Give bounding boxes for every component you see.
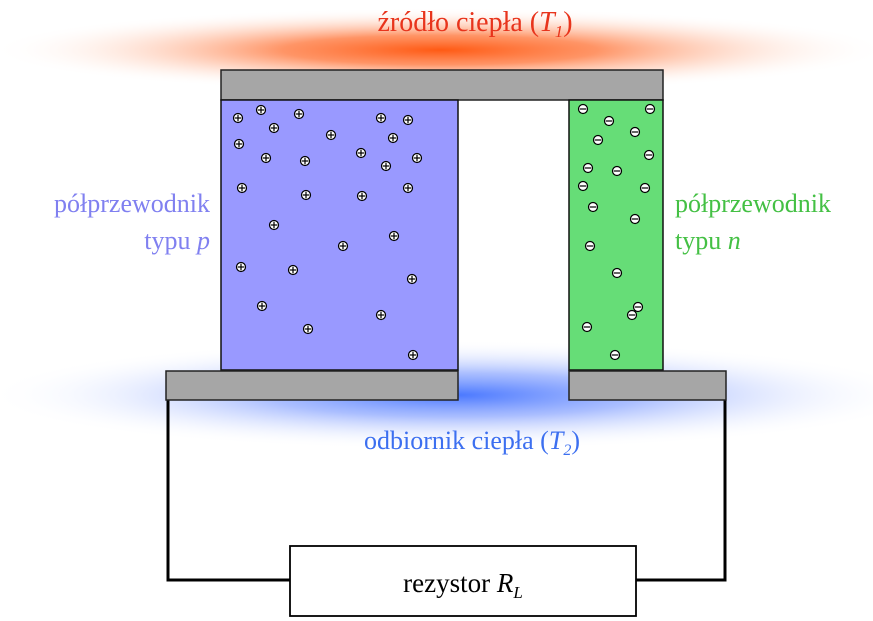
top-plate [220,69,664,101]
heat-source-subscript: 1 [555,22,564,41]
heat-source-close: ) [563,7,572,38]
heat-source-symbol: T [539,7,557,38]
electron-minus-icon [577,103,589,115]
hole-plus-icon [380,160,392,172]
hole-plus-icon [235,261,247,273]
resistor-text: rezystor [403,568,497,598]
resistor-subscript: L [512,583,522,602]
electron-minus-icon [644,103,656,115]
p-type-label-line1: półprzewodnik [54,189,210,218]
bottom-plate-right [568,370,727,401]
circuit-wire-left [166,400,290,582]
n-type-label-symbol: n [728,226,741,255]
hole-plus-icon [375,309,387,321]
heat-source-label: źródło ciepła (T1) [377,7,572,41]
hole-plus-icon [287,264,299,276]
electron-minus-icon [603,115,615,127]
hole-plus-icon [402,182,414,194]
electron-minus-icon [639,182,651,194]
hole-plus-icon [325,129,337,141]
heat-source-text: źródło ciepła ( [377,7,539,38]
electron-minus-icon [592,134,604,146]
resistor-box [289,545,637,617]
hole-plus-icon [402,114,414,126]
hole-plus-icon [255,104,267,116]
hole-plus-icon [407,349,419,361]
heat-sink-text: odbiornik ciepła ( [364,426,549,455]
hole-plus-icon [299,155,311,167]
resistor-label: rezystor RL [403,568,523,602]
heat-sink-symbol: T [549,426,565,455]
hole-plus-icon [337,240,349,252]
hole-plus-icon [355,147,367,159]
electron-minus-icon [632,301,644,313]
p-type-label-symbol: p [195,226,210,255]
electron-minus-icon [581,321,593,333]
p-type-holes [232,104,423,361]
n-type-label-text: typu [675,226,728,255]
p-type-label-text: typu [144,226,197,255]
hole-plus-icon [236,182,248,194]
electron-minus-icon [611,267,623,279]
p-type-semiconductor [220,99,459,371]
hole-plus-icon [300,189,312,201]
heat-sink-label: odbiornik ciepła (T2) [364,426,580,459]
electron-minus-icon [577,180,589,192]
circuit-wire-right [636,400,727,582]
hole-plus-icon [411,152,423,164]
hole-plus-icon [375,112,387,124]
hole-plus-icon [233,138,245,150]
electron-minus-icon [611,165,623,177]
n-type-electrons [577,103,656,361]
electron-minus-icon [629,126,641,138]
heat-sink-subscript: 2 [563,442,571,459]
electron-minus-icon [582,162,594,174]
p-type-label-line2: typu p [144,226,210,255]
bottom-plate-left [165,370,459,401]
n-type-label-line1: półprzewodnik [675,189,831,218]
hole-plus-icon [356,190,368,202]
electron-minus-icon [626,309,638,321]
resistor-symbol: R [496,568,514,598]
hole-plus-icon [260,152,272,164]
hole-plus-icon [302,323,314,335]
hole-plus-icon [387,132,399,144]
electron-minus-icon [584,240,596,252]
hole-plus-icon [293,108,305,120]
heat-sink-close: ) [571,426,580,455]
electron-minus-icon [609,349,621,361]
hole-plus-icon [268,122,280,134]
hole-plus-icon [388,230,400,242]
electron-minus-icon [587,201,599,213]
hole-plus-icon [268,219,280,231]
n-type-label-line2: typu n [675,226,741,255]
hole-plus-icon [256,300,268,312]
electron-minus-icon [643,149,655,161]
electron-minus-icon [629,213,641,225]
hole-plus-icon [406,273,418,285]
hole-plus-icon [232,112,244,124]
